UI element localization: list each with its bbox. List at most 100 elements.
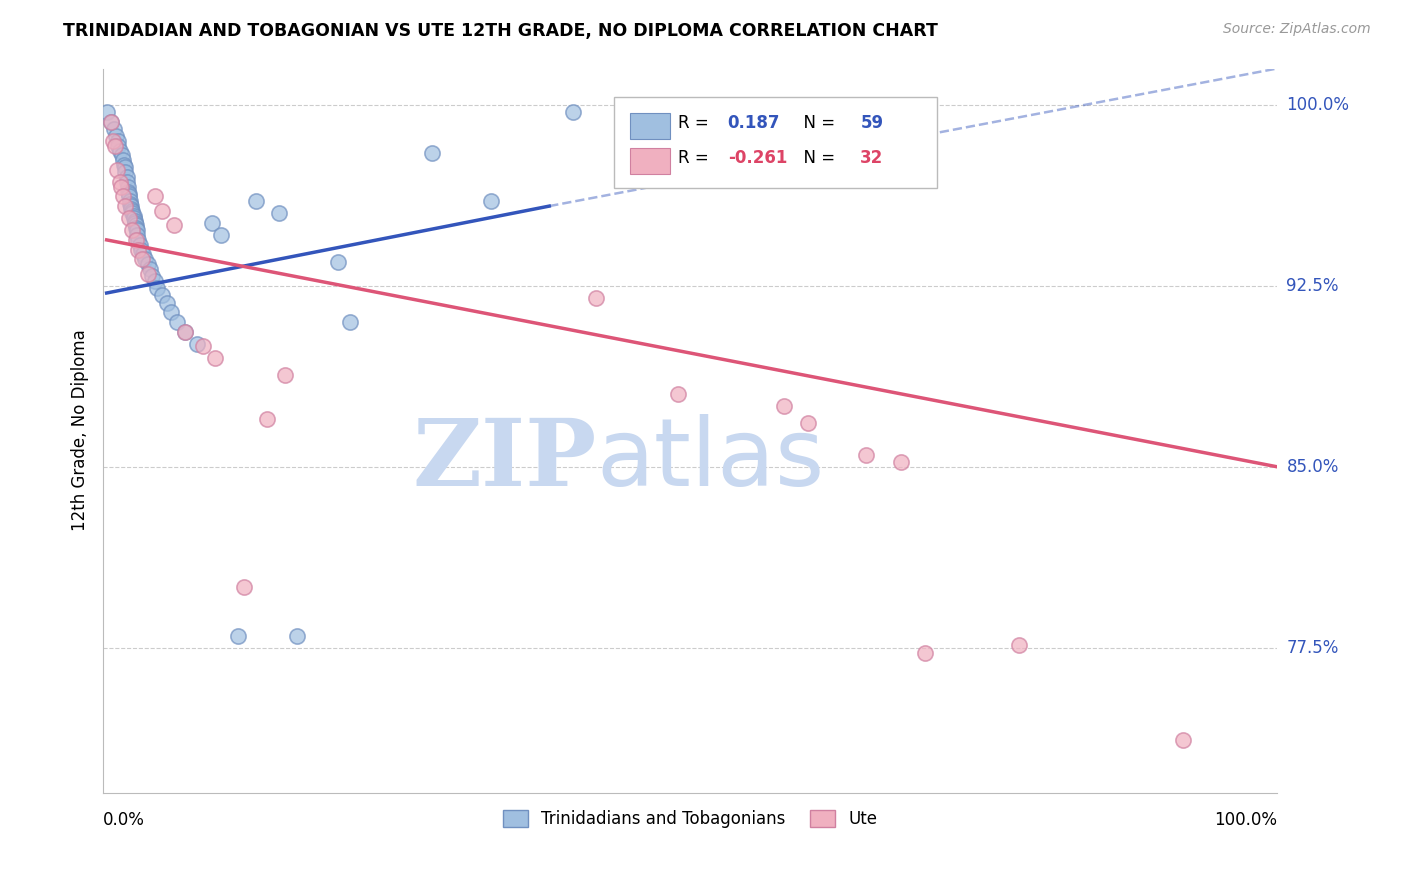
Point [108,175,131,189]
FancyBboxPatch shape [630,148,671,174]
Point [105,162,128,177]
Point [124,213,146,227]
Point [112,189,135,203]
Point [1173,732,1195,747]
Point [191,339,214,353]
Point [118,189,141,203]
Text: -0.261: -0.261 [728,149,787,167]
Point [112,158,135,172]
Point [855,448,877,462]
Point [141,269,163,284]
Point [117,179,139,194]
Point [132,247,155,261]
Text: 0.0%: 0.0% [103,811,145,829]
Point [796,417,818,431]
Point [136,267,159,281]
Point [155,295,177,310]
Y-axis label: 12th Grade, No Diploma: 12th Grade, No Diploma [72,330,89,532]
Point [110,179,132,194]
Point [561,105,583,120]
Point [166,315,188,329]
Point [131,252,153,267]
Point [420,146,443,161]
Point [120,196,142,211]
Point [117,185,139,199]
Point [105,129,128,144]
Point [115,170,138,185]
Text: 0.187: 0.187 [728,114,780,132]
Point [112,153,135,168]
Text: 32: 32 [860,149,883,167]
Point [245,194,267,209]
Point [256,411,278,425]
FancyBboxPatch shape [630,113,671,139]
Point [121,203,143,218]
Text: 100.0%: 100.0% [1286,95,1350,113]
Point [585,291,607,305]
Point [127,223,149,237]
Point [101,134,124,148]
Point [174,325,197,339]
Point [890,455,912,469]
Point [479,194,502,209]
Text: 77.5%: 77.5% [1286,639,1339,657]
Text: R =: R = [678,114,714,132]
Text: 100.0%: 100.0% [1215,811,1277,829]
Point [121,223,143,237]
Point [143,274,166,288]
Point [120,202,142,216]
Point [127,233,149,247]
Point [136,257,159,271]
Point [120,194,142,209]
Text: 59: 59 [860,114,883,132]
Point [226,629,249,643]
Text: ZIP: ZIP [412,415,596,505]
Point [209,228,232,243]
Point [274,368,297,382]
Point [115,175,138,189]
Point [121,206,143,220]
Point [107,138,129,153]
Text: N =: N = [793,149,841,167]
Point [103,121,125,136]
Point [150,203,173,218]
Point [285,629,308,643]
Point [134,252,156,267]
Point [201,216,224,230]
Point [114,161,136,175]
Text: 92.5%: 92.5% [1286,277,1339,294]
Text: 85.0%: 85.0% [1286,458,1339,475]
Point [100,114,122,128]
Point [150,288,173,302]
Point [186,336,208,351]
Point [127,228,149,243]
Point [666,387,689,401]
Text: Source: ZipAtlas.com: Source: ZipAtlas.com [1223,22,1371,37]
Text: R =: R = [678,149,714,167]
Point [124,216,146,230]
FancyBboxPatch shape [614,97,936,188]
Point [100,114,122,128]
Point [326,254,349,268]
Point [269,206,291,220]
Text: N =: N = [793,114,841,132]
Text: atlas: atlas [596,414,824,506]
Point [104,138,127,153]
Point [146,281,169,295]
Point [162,219,184,233]
Point [139,261,162,276]
Point [1008,639,1031,653]
Point [122,209,145,223]
Point [108,144,131,158]
Point [114,199,136,213]
Point [143,189,166,203]
Point [125,219,148,233]
Point [120,199,142,213]
Text: TRINIDADIAN AND TOBAGONIAN VS UTE 12TH GRADE, NO DIPLOMA CORRELATION CHART: TRINIDADIAN AND TOBAGONIAN VS UTE 12TH G… [63,22,938,40]
Point [127,243,149,257]
Legend: Trinidadians and Tobagonians, Ute: Trinidadians and Tobagonians, Ute [496,804,884,835]
Point [125,220,148,235]
Point [773,400,796,414]
Point [114,165,136,179]
Point [107,134,129,148]
